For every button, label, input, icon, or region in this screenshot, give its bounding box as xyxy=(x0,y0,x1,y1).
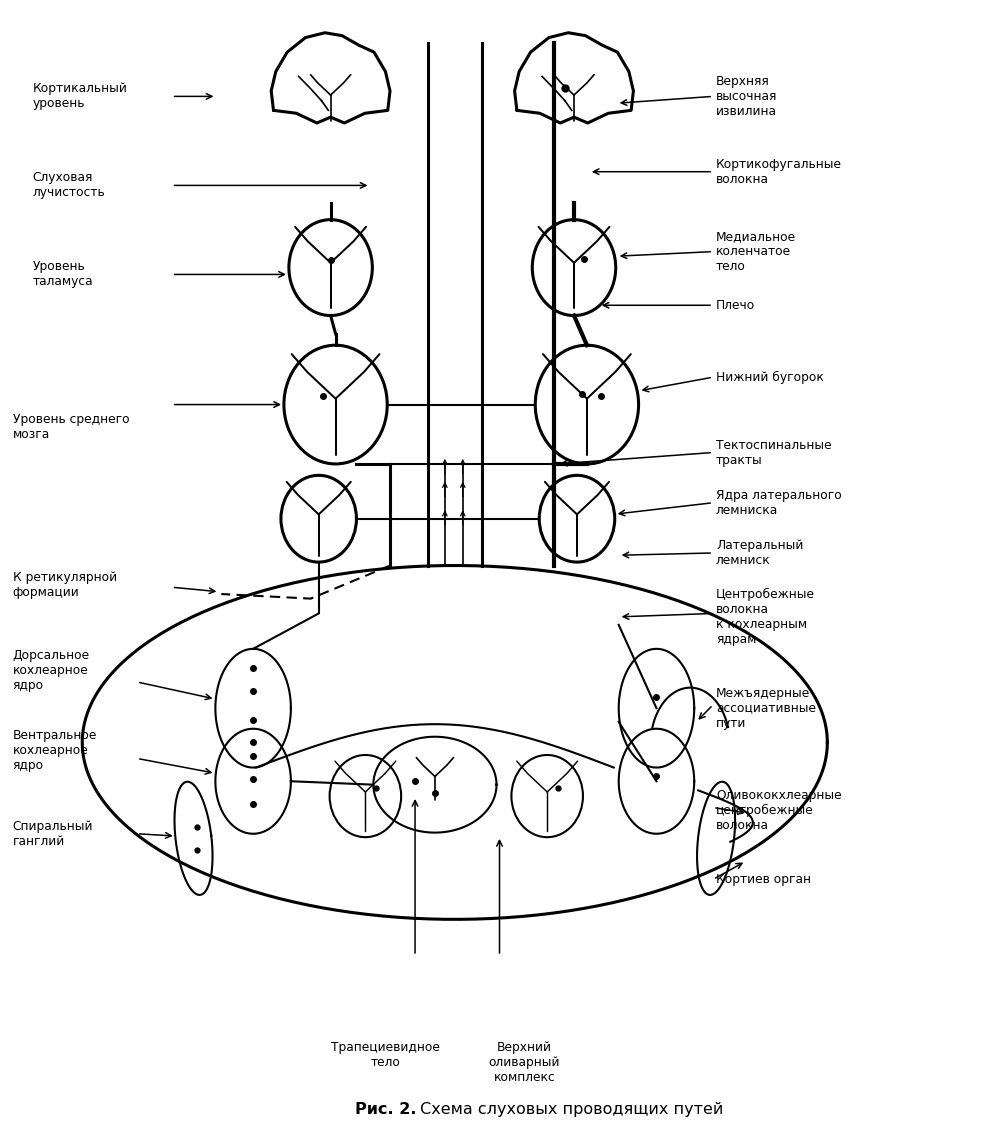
Text: Медиальное
коленчатое
тело: Медиальное коленчатое тело xyxy=(716,231,796,273)
Text: Уровень
таламуса: Уровень таламуса xyxy=(33,260,93,288)
Text: Кортиев орган: Кортиев орган xyxy=(716,873,811,885)
Text: Оливококхлеарные
центробежные
волокна: Оливококхлеарные центробежные волокна xyxy=(716,789,842,833)
Text: Вентральное
кохлеарное
ядро: Вентральное кохлеарное ядро xyxy=(13,729,97,772)
Text: Верхний
оливарный
комплекс: Верхний оливарный комплекс xyxy=(489,1041,560,1085)
Text: Плечо: Плечо xyxy=(716,298,755,312)
Text: Спиральный
ганглий: Спиральный ганглий xyxy=(13,820,93,848)
Text: Трапециевидное
тело: Трапециевидное тело xyxy=(331,1041,440,1069)
Text: Латеральный
лемниск: Латеральный лемниск xyxy=(716,539,803,567)
Text: Верхняя
высочная
извилина: Верхняя высочная извилина xyxy=(716,75,777,118)
Text: Схема слуховых проводящих путей: Схема слуховых проводящих путей xyxy=(415,1102,723,1117)
Text: Дорсальное
кохлеарное
ядро: Дорсальное кохлеарное ядро xyxy=(13,649,90,692)
Text: Уровень среднего
мозга: Уровень среднего мозга xyxy=(13,413,129,442)
Text: Рис. 2.: Рис. 2. xyxy=(356,1102,417,1117)
Text: Нижний бугорок: Нижний бугорок xyxy=(716,370,824,384)
Text: Тектоспинальные
тракты: Тектоспинальные тракты xyxy=(716,438,832,467)
Text: Центробежные
волокна
к кохлеарным
ядрам: Центробежные волокна к кохлеарным ядрам xyxy=(716,587,815,646)
Text: Ядра латерального
лемниска: Ядра латерального лемниска xyxy=(716,489,842,517)
Text: Слуховая
лучистость: Слуховая лучистость xyxy=(33,171,105,200)
Text: Кортикофугальные
волокна: Кортикофугальные волокна xyxy=(716,157,842,186)
Text: Кортикальный
уровень: Кортикальный уровень xyxy=(33,83,128,110)
Text: Межъядерные
ассоциативные
пути: Межъядерные ассоциативные пути xyxy=(716,687,816,729)
Text: К ретикулярной
формации: К ретикулярной формации xyxy=(13,571,117,599)
